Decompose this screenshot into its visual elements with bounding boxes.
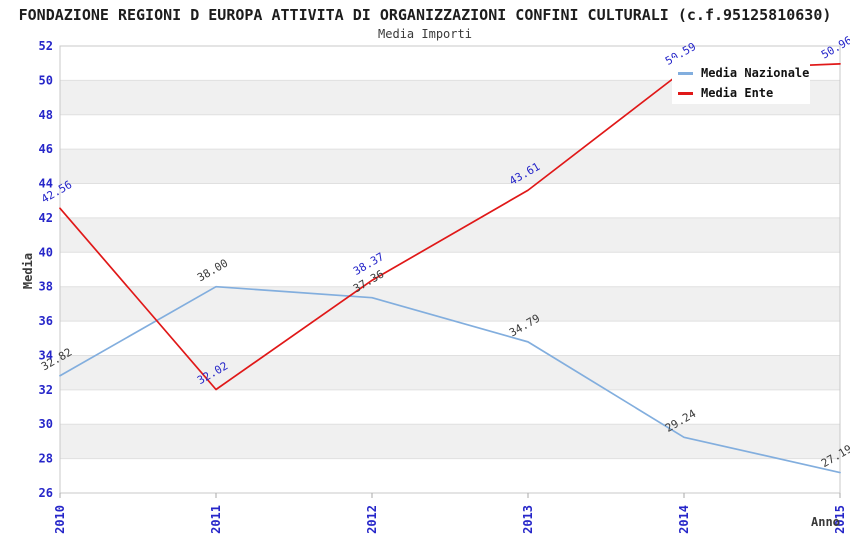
y-tick-label: 26 — [39, 486, 53, 500]
plot-band — [60, 252, 840, 287]
legend-label: Media Nazionale — [701, 66, 810, 80]
y-tick-label: 52 — [39, 39, 53, 53]
y-tick-label: 42 — [39, 211, 53, 225]
x-tick-label: 2014 — [677, 505, 691, 534]
chart-subtitle: Media Importi — [378, 27, 472, 41]
y-tick-label: 38 — [39, 280, 53, 294]
media-ente-swatch-icon — [678, 91, 693, 95]
plot-band — [60, 183, 840, 218]
x-tick-label: 2012 — [365, 505, 379, 534]
y-tick-label: 28 — [39, 452, 53, 466]
plot-band — [60, 114, 840, 150]
y-tick-label: 34 — [39, 348, 53, 362]
y-tick-label: 36 — [39, 314, 53, 328]
media-nazionale-swatch-icon — [678, 71, 693, 75]
plot-band — [60, 424, 840, 459]
plot-band — [60, 355, 840, 390]
y-tick-label: 50 — [39, 73, 53, 87]
x-tick-label: 2015 — [833, 505, 847, 534]
plot-band — [60, 389, 840, 425]
x-tick-label: 2013 — [521, 505, 535, 534]
y-tick-label: 30 — [39, 417, 53, 431]
legend-item-media-ente: Media Ente — [678, 83, 810, 103]
y-tick-label: 44 — [39, 177, 53, 191]
y-tick-label: 40 — [39, 245, 53, 259]
chart-title: FONDAZIONE REGIONI D EUROPA ATTIVITA DI … — [18, 6, 832, 24]
plot-band — [60, 149, 840, 184]
series-line-media-nazionale — [59, 285, 841, 474]
legend: Media Nazionale Media Ente — [672, 58, 810, 104]
y-tick-label: 46 — [39, 142, 53, 156]
y-tick-label: 48 — [39, 108, 53, 122]
plot-band — [60, 286, 840, 322]
plot-border — [59, 45, 841, 494]
plot-band — [60, 321, 840, 356]
plot-band — [60, 458, 840, 493]
legend-item-media-nazionale: Media Nazionale — [678, 63, 810, 83]
x-tick-label: 2010 — [53, 505, 67, 534]
x-axis-title: Anno — [811, 515, 840, 529]
y-tick-label: 32 — [39, 383, 53, 397]
legend-label: Media Ente — [701, 86, 774, 100]
x-tick-label: 2011 — [209, 505, 223, 534]
